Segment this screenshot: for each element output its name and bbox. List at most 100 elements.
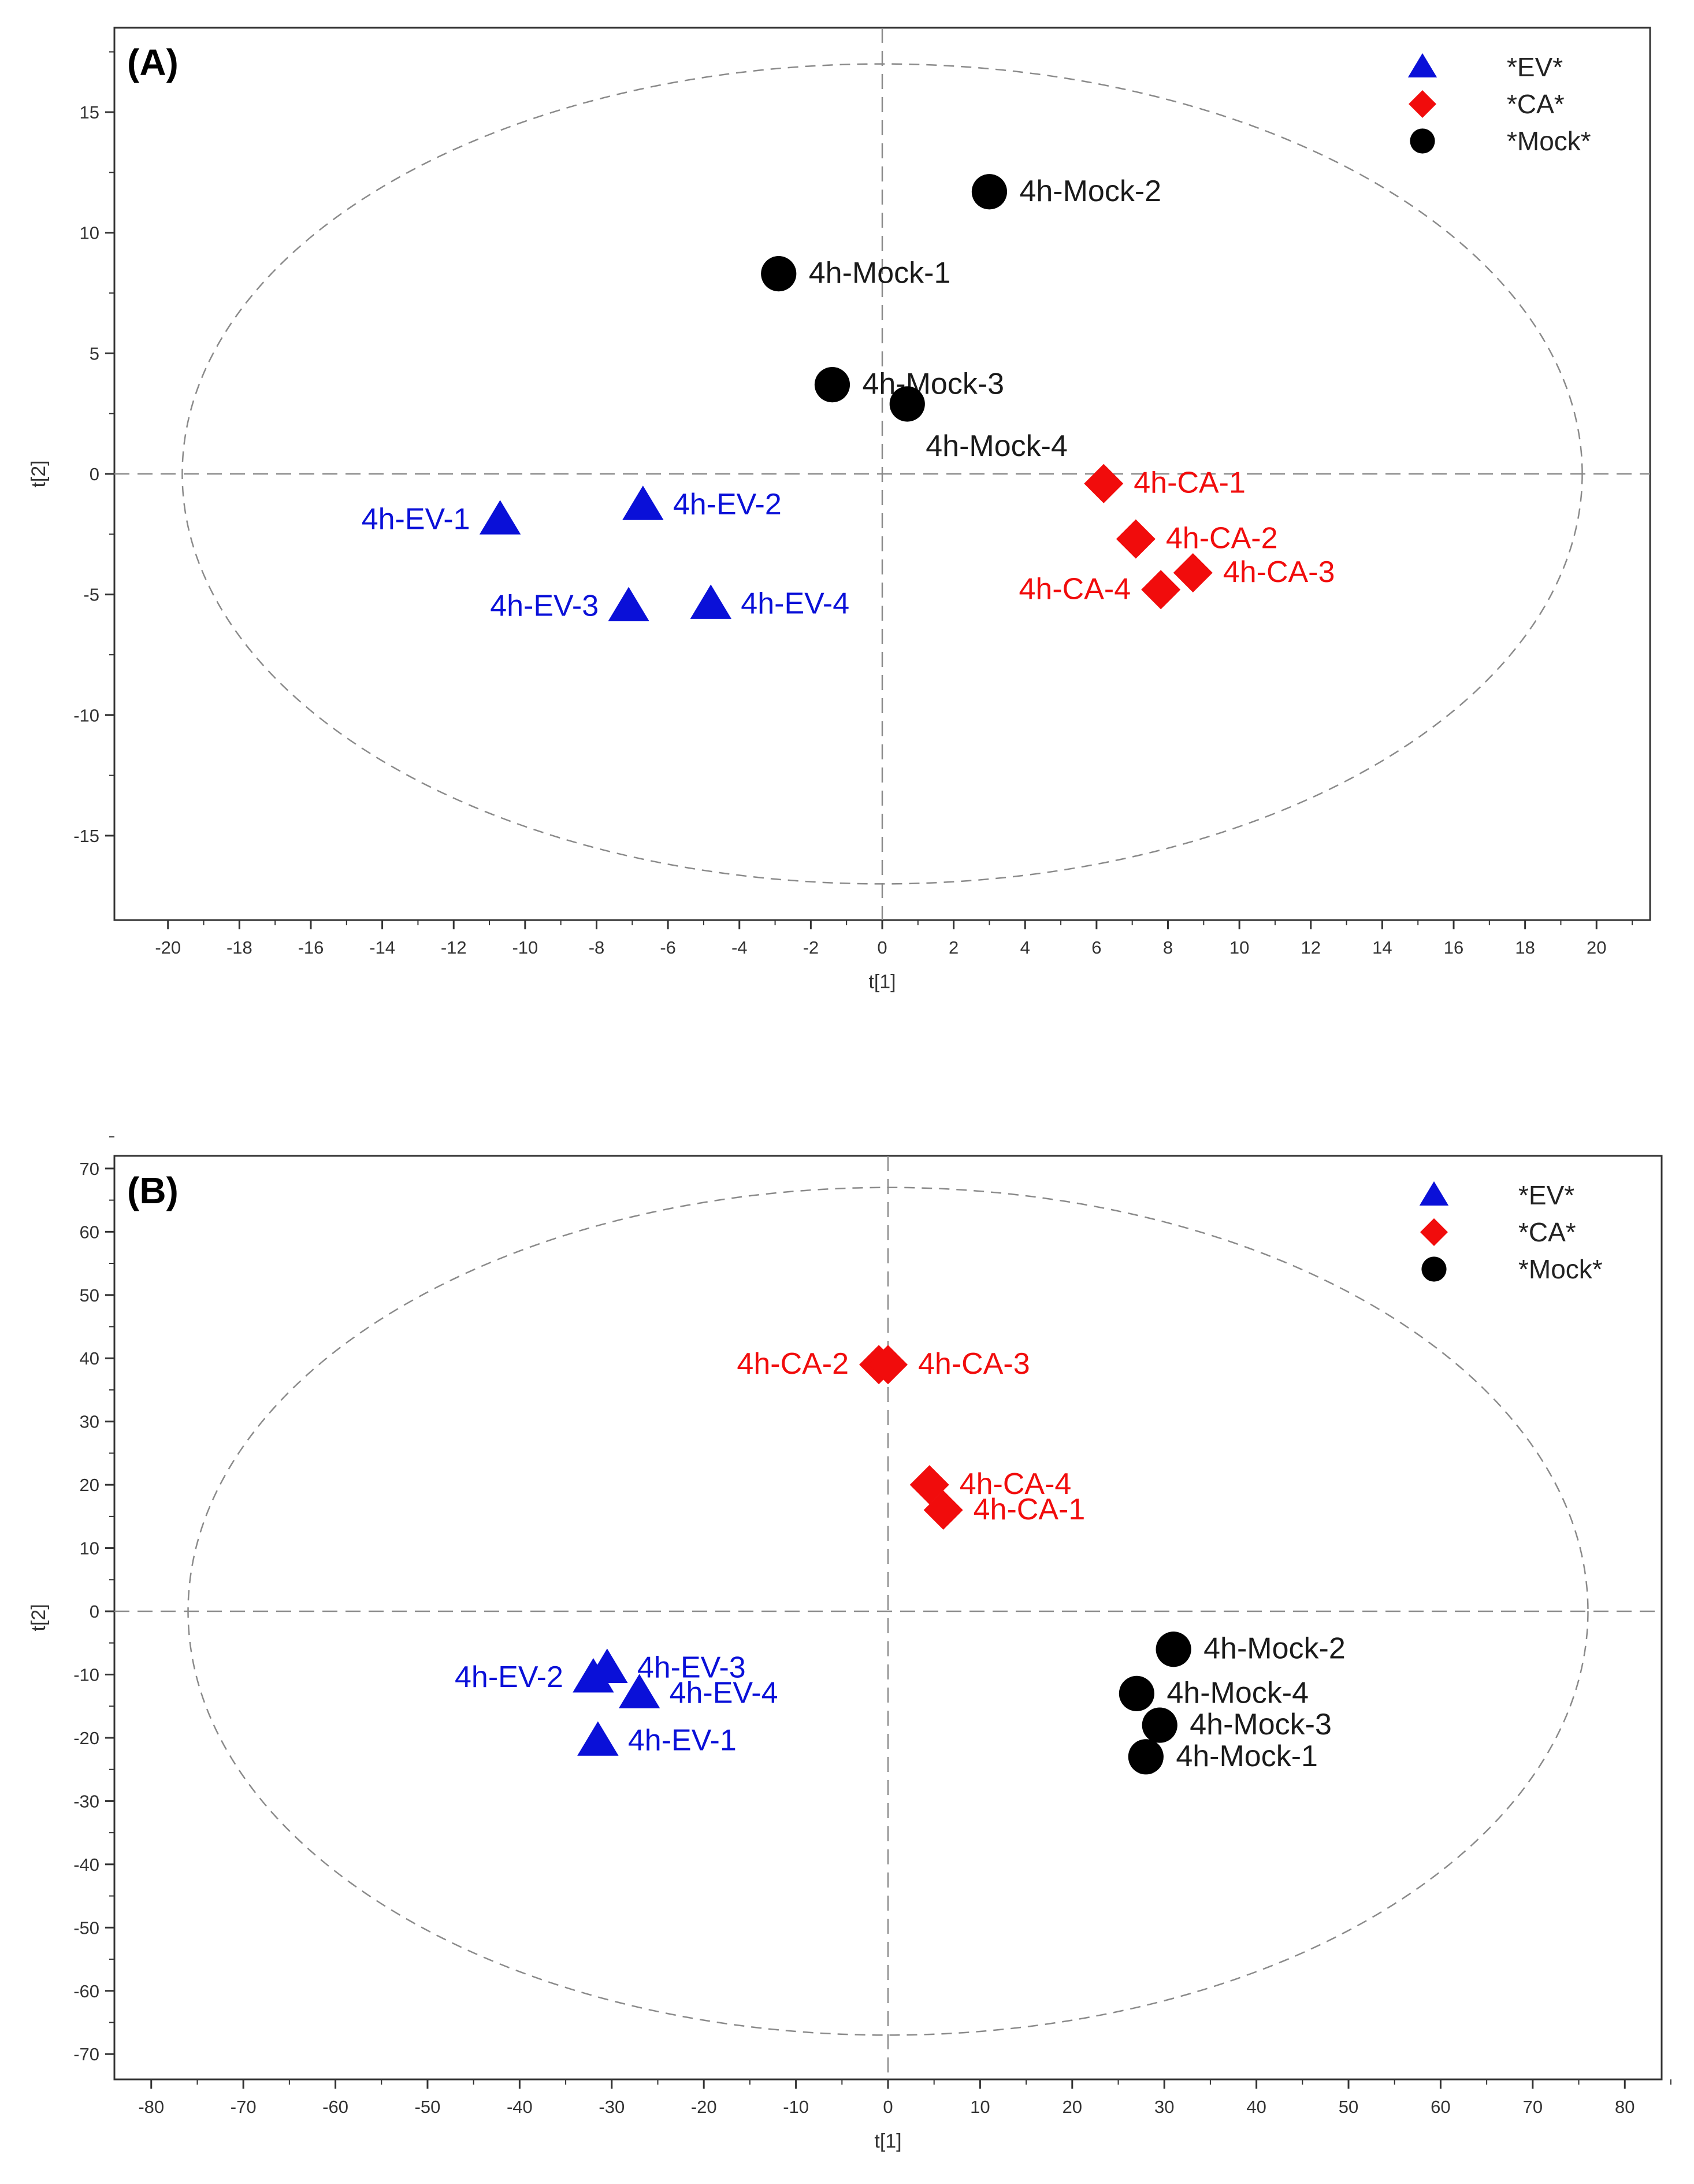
plot-b-x-axis-label: t[1] <box>874 2130 901 2152</box>
plot-a-x-tick-label: -20 <box>155 937 181 958</box>
score-plot-panel-b: -80 -70 -60 -50 -40 -30 -20 -10 0 10 20 30 40 50 60 70 8… <box>0 1115 1694 2184</box>
plot-b-point-4h-ev-1 <box>577 1721 619 1756</box>
plot-a-x-tick-label: 2 <box>949 937 959 958</box>
plot-b-point-4h-mock-4 <box>1119 1675 1154 1711</box>
score-plot-panel-a: -20 -18 -16 -14 -12 -10 -8 -6 -4 -2 0 2 4 6 8 10 12 14 16 1… <box>0 0 1694 1017</box>
plot-b-y-tick-label: -60 <box>73 1981 99 2001</box>
plot-a-x-tick-label: 12 <box>1301 937 1321 958</box>
plot-b-y-tick-label: 20 <box>80 1475 99 1495</box>
plot-b-y-tick-label: -10 <box>73 1665 99 1685</box>
plot-b-x-tick-label: 60 <box>1431 2097 1450 2117</box>
plot-a-x-tick-label: -18 <box>226 937 252 958</box>
plot-a-point-4h-ca-4 <box>1141 570 1181 610</box>
plot-a-legend-marker-mock <box>1410 128 1435 154</box>
plot-a-x-tick-label: 20 <box>1587 937 1606 958</box>
plot-a-y-axis-label: t[2] <box>28 460 50 487</box>
plot-a-legend-marker-ev <box>1407 53 1437 77</box>
plot-a-point-4h-ca-1 <box>1084 464 1124 503</box>
plot-b-legend-label-mock: *Mock* <box>1518 1254 1603 1284</box>
plot-b-point-label-4h-mock-3: 4h-Mock-3 <box>1190 1708 1332 1741</box>
plot-b-x-tick-label: 0 <box>883 2097 893 2117</box>
plot-a-x-tick-label: -10 <box>512 937 538 958</box>
plot-b-y-tick-label: 30 <box>80 1412 99 1432</box>
plot-b-point-label-4h-mock-1: 4h-Mock-1 <box>1176 1740 1318 1773</box>
plot-b-legend-marker-ev <box>1419 1181 1449 1206</box>
plot-a-x-tick-label: -8 <box>589 937 605 958</box>
plot-a-point-4h-mock-3 <box>814 367 850 403</box>
score-plot-a-svg: -20 -18 -16 -14 -12 -10 -8 -6 -4 -2 0 2 4 6 8 10 12 14 16 1… <box>28 27 1651 993</box>
plot-b-point-4h-ca-3 <box>868 1345 908 1385</box>
plot-a-point-label-4h-ca-3: 4h-CA-3 <box>1223 555 1335 589</box>
plot-b-point-label-4h-ev-1: 4h-EV-1 <box>628 1723 737 1757</box>
plot-b-y-tick-label: 10 <box>80 1538 99 1559</box>
plot-a-y-tick-label: 5 <box>90 343 99 364</box>
plot-b-y-tick-label: 50 <box>80 1285 99 1306</box>
plot-a-point-4h-mock-2 <box>971 174 1008 210</box>
plot-a-y-tick-label: 15 <box>80 102 99 123</box>
plot-a-legend-label-ev: *EV* <box>1507 52 1563 82</box>
plot-b-x-tick-label: 50 <box>1339 2097 1358 2117</box>
plot-a-legend-label-ca: *CA* <box>1507 89 1565 119</box>
plot-a-point-label-4h-ca-1: 4h-CA-1 <box>1134 466 1246 500</box>
plot-a-x-tick-label: 4 <box>1020 937 1030 958</box>
plot-a-x-tick-label: 16 <box>1444 937 1463 958</box>
plot-a-point-4h-ev-3 <box>608 587 649 622</box>
plot-a-x-tick-label: -6 <box>660 937 676 958</box>
plot-a-point-label-4h-mock-4: 4h-Mock-4 <box>926 429 1068 463</box>
plot-b-legend-marker-mock <box>1421 1256 1447 1282</box>
plot-a-point-label-4h-ev-1: 4h-EV-1 <box>362 502 470 536</box>
plot-a-y-tick-label: 10 <box>80 223 99 243</box>
plot-b-y-tick-label: -70 <box>73 2044 99 2064</box>
plot-b-point-label-4h-ev-4: 4h-EV-4 <box>670 1676 778 1710</box>
plot-b-legend-marker-ca <box>1420 1218 1448 1246</box>
plot-a-point-4h-ca-2 <box>1116 519 1156 559</box>
plot-a-x-tick-label: -4 <box>731 937 748 958</box>
plot-b-panel-label: (B) <box>127 1170 179 1211</box>
plot-b-x-tick-label: -30 <box>599 2097 625 2117</box>
plot-a-x-tick-label: -2 <box>803 937 819 958</box>
plot-b-legend-label-ev: *EV* <box>1518 1180 1574 1210</box>
plot-b-point-4h-ev-4 <box>618 1674 660 1708</box>
plot-b-x-tick-label: 20 <box>1063 2097 1082 2117</box>
plot-a-point-4h-ev-2 <box>622 485 664 520</box>
plot-a-panel-label: (A) <box>127 42 179 83</box>
plot-b-y-tick-label: 70 <box>80 1159 99 1179</box>
plot-b-point-label-4h-ev-3: 4h-EV-3 <box>637 1651 746 1685</box>
plot-a-point-label-4h-ca-2: 4h-CA-2 <box>1166 522 1278 555</box>
plot-b-x-tick-label: -60 <box>322 2097 348 2117</box>
plot-b-x-tick-label: 40 <box>1246 2097 1266 2117</box>
plot-b-legend-label-ca: *CA* <box>1518 1217 1576 1247</box>
plot-b-x-tick-label: -10 <box>783 2097 809 2117</box>
plot-a-legend-label-mock: *Mock* <box>1507 126 1591 156</box>
plot-b-x-tick-label: -50 <box>415 2097 441 2117</box>
plot-a-x-tick-label: -16 <box>298 937 324 958</box>
plot-b-point-label-4h-ca-4: 4h-CA-4 <box>960 1467 1072 1501</box>
plot-a-x-tick-label: 0 <box>877 937 887 958</box>
plot-a-legend-marker-ca <box>1409 90 1436 118</box>
plot-a-point-label-4h-ev-2: 4h-EV-2 <box>673 488 782 521</box>
plot-a-x-tick-label: 6 <box>1091 937 1101 958</box>
plot-b-x-tick-label: -70 <box>231 2097 257 2117</box>
plot-b-y-tick-label: -40 <box>73 1855 99 1875</box>
plot-a-x-tick-label: -14 <box>369 937 395 958</box>
plot-b-point-label-4h-ca-2: 4h-CA-2 <box>737 1347 849 1381</box>
plot-a-y-tick-label: -5 <box>83 585 99 605</box>
plot-b-point-label-4h-ca-1: 4h-CA-1 <box>974 1493 1086 1526</box>
plot-a-x-tick-label: 18 <box>1515 937 1535 958</box>
plot-b-point-label-4h-mock-2: 4h-Mock-2 <box>1203 1632 1346 1666</box>
plot-b-point-4h-ev-3 <box>586 1648 628 1684</box>
plot-b-point-4h-mock-1 <box>1128 1739 1164 1775</box>
plot-b-point-label-4h-mock-4: 4h-Mock-4 <box>1167 1676 1309 1710</box>
plot-b-x-tick-label: 80 <box>1615 2097 1634 2117</box>
plot-b-y-tick-label: -20 <box>73 1728 99 1748</box>
plot-b-y-tick-label: 60 <box>80 1222 99 1242</box>
plot-a-point-label-4h-ev-3: 4h-EV-3 <box>490 589 599 623</box>
plot-a-point-label-4h-ca-4: 4h-CA-4 <box>1019 572 1131 606</box>
plot-b-point-4h-mock-2 <box>1156 1631 1191 1667</box>
plot-b-x-tick-label: -20 <box>691 2097 717 2117</box>
plot-a-x-tick-label: -12 <box>441 937 467 958</box>
plot-a-point-label-4h-mock-1: 4h-Mock-1 <box>809 257 951 290</box>
plot-a-y-tick-label: -15 <box>73 826 99 846</box>
plot-a-x-axis-label: t[1] <box>868 971 896 993</box>
plot-a-point-4h-ev-4 <box>690 584 731 619</box>
